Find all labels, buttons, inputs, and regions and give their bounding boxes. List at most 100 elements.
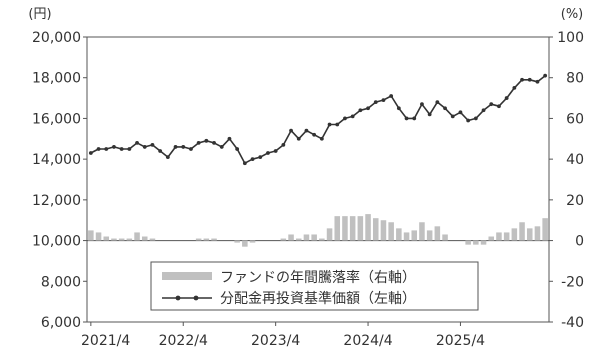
legend-box: [150, 261, 479, 311]
return-bar: [480, 240, 487, 245]
nav-point: [181, 145, 186, 149]
nav-point: [196, 140, 201, 145]
nav-point: [389, 94, 394, 98]
return-bar: [473, 240, 479, 245]
return-bar: [542, 218, 548, 241]
nav-point: [104, 147, 109, 151]
return-bar: [380, 220, 387, 241]
return-bar: [526, 228, 533, 241]
return-bar: [403, 232, 410, 241]
legend-bar-label: ファンドの年間騰落率（右軸）: [220, 269, 416, 286]
nav-point: [150, 142, 155, 147]
nav-point: [396, 106, 401, 111]
nav-point: [412, 116, 417, 121]
nav-point: [296, 136, 301, 141]
nav-point: [312, 132, 317, 137]
legend-line-marker: [175, 295, 181, 301]
nav-point: [289, 128, 293, 133]
right-tick-label: 80: [566, 71, 584, 87]
plot-frame: [86, 36, 550, 323]
nav-point: [366, 106, 370, 111]
axis-labels: 6,000 8,000 10,000 12,000 14,000 16,000 18,000…: [32, 30, 584, 349]
nav-point: [535, 79, 540, 84]
left-tick-label: 16,000: [32, 111, 81, 127]
return-bar: [295, 238, 302, 241]
return-bar: [372, 218, 379, 241]
left-tick-label: 8,000: [41, 274, 81, 290]
nav-point: [450, 114, 455, 119]
return-bar: [488, 236, 495, 241]
return-bar: [396, 228, 402, 241]
left-tick-label: 10,000: [32, 234, 81, 250]
return-bar: [242, 240, 248, 247]
nav-point: [96, 147, 101, 151]
right-tick-label: -40: [561, 315, 584, 331]
return-bar: [249, 240, 256, 243]
legend: ファンドの年間騰落率（右軸） 分配金再投資基準価額（左軸）: [150, 261, 479, 311]
return-bar: [303, 234, 310, 241]
nav-point: [458, 110, 463, 115]
return-bar: [311, 234, 317, 241]
x-tick-label: 2025/4: [436, 333, 485, 349]
nav-point: [381, 98, 386, 103]
return-bar: [288, 234, 294, 241]
left-tick-label: 12,000: [32, 193, 81, 209]
x-tick-label: 2024/4: [343, 333, 392, 349]
return-bars: [88, 214, 548, 247]
nav-point: [489, 102, 494, 107]
right-axis-unit: (%): [561, 7, 584, 22]
return-bar: [434, 226, 441, 241]
return-bar: [534, 226, 541, 241]
return-bar: [442, 234, 448, 241]
nav-point: [273, 149, 278, 153]
return-bar: [388, 222, 394, 241]
left-tick-label: 6,000: [41, 315, 81, 331]
x-tick-label: 2023/4: [251, 333, 300, 349]
nav-point: [543, 73, 548, 78]
nav-point: [527, 77, 532, 82]
return-bar: [211, 238, 217, 241]
return-bar: [118, 238, 125, 241]
nav-point: [88, 151, 93, 155]
nav-point: [504, 96, 509, 100]
legend-line-marker: [193, 295, 199, 301]
return-bar: [103, 236, 110, 241]
nav-point: [227, 136, 232, 141]
return-bar: [342, 216, 348, 241]
nav-point: [250, 157, 255, 162]
return-bar: [126, 238, 133, 241]
nav-point: [219, 145, 224, 149]
nav-point: [335, 122, 340, 127]
x-tick-label: 2022/4: [159, 333, 208, 349]
return-bar: [519, 222, 525, 241]
return-bar: [319, 238, 325, 241]
nav-point: [404, 116, 409, 121]
return-bar: [426, 230, 433, 241]
left-axis-unit: (円): [28, 7, 51, 22]
nav-point: [212, 140, 216, 145]
return-bar: [149, 238, 156, 241]
nav-point: [520, 77, 524, 82]
left-tick-label: 20,000: [32, 30, 81, 46]
nav-point: [350, 114, 355, 119]
return-bar: [326, 228, 333, 241]
return-bar: [503, 232, 510, 241]
nav-point: [343, 116, 347, 121]
nav-point: [127, 147, 132, 151]
return-bar: [349, 216, 356, 241]
return-bar: [88, 230, 94, 241]
legend-line-label: 分配金再投資基準価額（左軸）: [220, 290, 416, 307]
return-bar: [465, 240, 471, 245]
nav-point: [135, 140, 139, 145]
nav-point: [473, 116, 478, 121]
left-tick-label: 18,000: [32, 71, 81, 87]
nav-point: [466, 118, 471, 123]
nav-point: [358, 108, 363, 113]
nav-point: [204, 138, 209, 143]
right-tick-label: 40: [566, 152, 584, 168]
nav-point: [327, 122, 332, 127]
return-bar: [280, 238, 287, 241]
return-bar: [411, 230, 418, 241]
legend-bar-swatch: [162, 272, 212, 280]
right-tick-label: 0: [575, 234, 584, 250]
